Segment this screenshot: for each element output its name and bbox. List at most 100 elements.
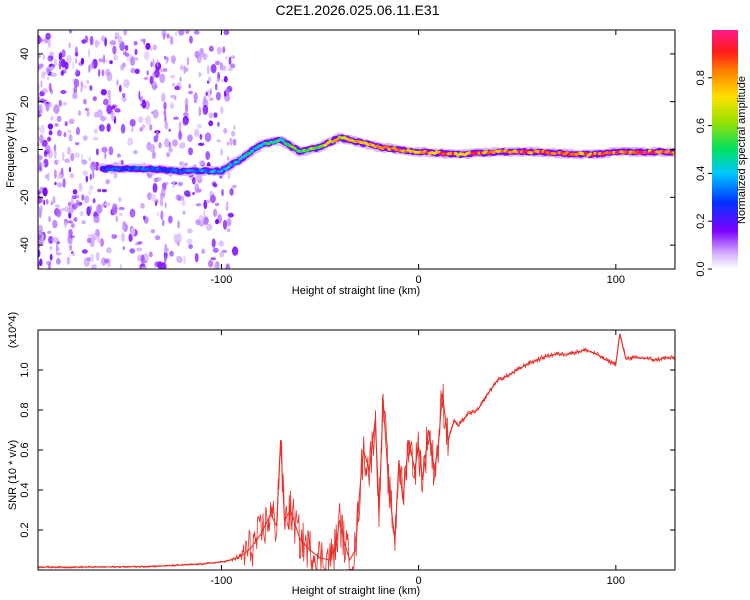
heatmap-noise-cell bbox=[164, 254, 167, 264]
heatmap-noise-cell bbox=[169, 35, 174, 45]
heatmap-noise-cell bbox=[121, 93, 126, 98]
heatmap-noise-cell bbox=[229, 137, 233, 146]
heatmap-noise-cell bbox=[48, 82, 52, 92]
heatmap-noise-cell bbox=[226, 228, 231, 232]
heatmap-noise-cell bbox=[39, 63, 44, 68]
heatmap-noise-cell bbox=[41, 142, 48, 148]
heatmap-noise-cell bbox=[122, 221, 127, 228]
heatmap-noise-cell bbox=[45, 199, 49, 205]
heatmap-noise-cell bbox=[227, 67, 233, 72]
heatmap-noise-cell bbox=[145, 100, 151, 110]
heatmap-noise-cell bbox=[81, 39, 87, 44]
heatmap-noise-cell bbox=[46, 260, 52, 266]
heatmap-noise-cell bbox=[86, 110, 90, 117]
heatmap-noise-cell bbox=[184, 190, 191, 197]
heatmap-noise-cell bbox=[101, 69, 105, 77]
heatmap-noise-cell bbox=[222, 46, 226, 54]
heatmap-noise-cell bbox=[67, 239, 73, 245]
heatmap-noise-cell bbox=[198, 160, 205, 166]
heatmap-noise-cell bbox=[121, 226, 125, 230]
heatmap-noise-cell bbox=[134, 48, 138, 56]
heatmap-noise-cell bbox=[56, 243, 59, 254]
heatmap-noise-cell bbox=[130, 67, 136, 74]
heatmap-noise-cell bbox=[161, 92, 166, 103]
heatmap-noise-cell bbox=[219, 106, 224, 114]
heatmap-noise-cell bbox=[227, 212, 234, 218]
x-tick-label: 100 bbox=[607, 575, 625, 587]
heatmap-noise-cell bbox=[193, 99, 197, 104]
heatmap-noise-cell bbox=[39, 98, 45, 104]
colorbar-label: Normalized spectral amplitude bbox=[736, 76, 748, 224]
heatmap-noise-cell bbox=[50, 116, 54, 121]
heatmap-noise-cell bbox=[45, 32, 51, 40]
heatmap-noise-cell bbox=[226, 156, 230, 161]
heatmap-noise-cell bbox=[227, 171, 231, 180]
heatmap-noise-cell bbox=[198, 142, 205, 146]
heatmap-noise-cell bbox=[81, 220, 86, 225]
heatmap-noise-cell bbox=[88, 184, 94, 191]
heatmap-noise-cell bbox=[209, 88, 212, 95]
heatmap-noise-cell bbox=[127, 137, 134, 146]
heatmap-noise-cell bbox=[89, 35, 94, 46]
heatmap-noise-cell bbox=[153, 177, 159, 183]
heatmap-noise-cell bbox=[98, 68, 101, 77]
heatmap-noise-cell bbox=[224, 95, 229, 101]
y-tick-label: 0.2 bbox=[19, 522, 31, 537]
heatmap-noise-cell bbox=[47, 136, 52, 142]
heatmap-noise-cell bbox=[140, 38, 147, 42]
heatmap-noise-cell bbox=[68, 167, 72, 173]
heatmap-noise-cell bbox=[56, 241, 61, 245]
heatmap-noise-cell bbox=[49, 253, 53, 261]
heatmap-noise-cell bbox=[152, 71, 155, 80]
heatmap-noise-cell bbox=[104, 258, 109, 264]
spectrogram-y-ticks: 40 20 0 -20 -40 bbox=[19, 48, 675, 253]
heatmap-noise-cell bbox=[111, 234, 118, 239]
heatmap-noise-cell bbox=[166, 247, 169, 252]
heatmap-noise-cell bbox=[152, 183, 158, 193]
heatmap-noise-cell bbox=[149, 47, 152, 52]
heatmap-noise-cell bbox=[66, 256, 70, 265]
heatmap-noise-cell bbox=[129, 248, 136, 254]
heatmap-noise-cell bbox=[222, 219, 228, 230]
heatmap-noise-cell bbox=[134, 57, 139, 61]
heatmap-noise-cell bbox=[226, 217, 232, 227]
heatmap-noise-cell bbox=[106, 123, 111, 132]
heatmap-noise-cell bbox=[156, 58, 159, 67]
y-tick-label: 0 bbox=[19, 146, 31, 152]
heatmap-ridge-cell bbox=[323, 143, 328, 147]
heatmap-noise-cell bbox=[211, 181, 217, 187]
chart-title: C2E1.2026.025.06.11.E31 bbox=[275, 2, 440, 18]
heatmap-noise-cell bbox=[169, 250, 174, 257]
heatmap-noise-cell bbox=[74, 86, 76, 91]
heatmap-noise-cell bbox=[73, 78, 80, 88]
heatmap-noise-cell bbox=[177, 220, 180, 229]
heatmap-ridge-cell bbox=[219, 169, 224, 173]
heatmap-noise-cell bbox=[156, 130, 159, 140]
heatmap-noise-cell bbox=[188, 244, 193, 250]
heatmap-noise-cell bbox=[68, 42, 71, 49]
heatmap-ridge-cell bbox=[231, 162, 236, 167]
heatmap-noise-cell bbox=[89, 173, 93, 181]
heatmap-noise-cell bbox=[92, 198, 96, 204]
heatmap-noise-cell bbox=[66, 146, 71, 155]
heatmap-noise-cell bbox=[151, 151, 156, 159]
colorbar-tick-label: 0.0 bbox=[695, 261, 707, 276]
heatmap-noise-cell bbox=[210, 64, 217, 74]
heatmap-noise-cell bbox=[96, 204, 103, 214]
heatmap-noise-cell bbox=[163, 101, 167, 111]
heatmap-noise-cell bbox=[80, 81, 84, 88]
heatmap-noise-cell bbox=[85, 175, 89, 183]
heatmap-noise-cell bbox=[69, 173, 75, 179]
heatmap-noise-cell bbox=[179, 76, 182, 82]
heatmap-noise-cell bbox=[141, 259, 147, 264]
heatmap-noise-cell bbox=[129, 208, 136, 218]
heatmap-noise-cell bbox=[88, 48, 91, 58]
heatmap-noise-cell bbox=[223, 127, 228, 134]
heatmap-noise-cell bbox=[170, 94, 176, 99]
heatmap-noise-cell bbox=[45, 103, 50, 112]
snr-noise-trace bbox=[38, 333, 675, 570]
colorbar-gradient bbox=[712, 30, 738, 269]
heatmap-noise-cell bbox=[104, 58, 108, 63]
heatmap-noise-cell bbox=[158, 142, 162, 149]
heatmap-noise-cell bbox=[164, 121, 169, 130]
